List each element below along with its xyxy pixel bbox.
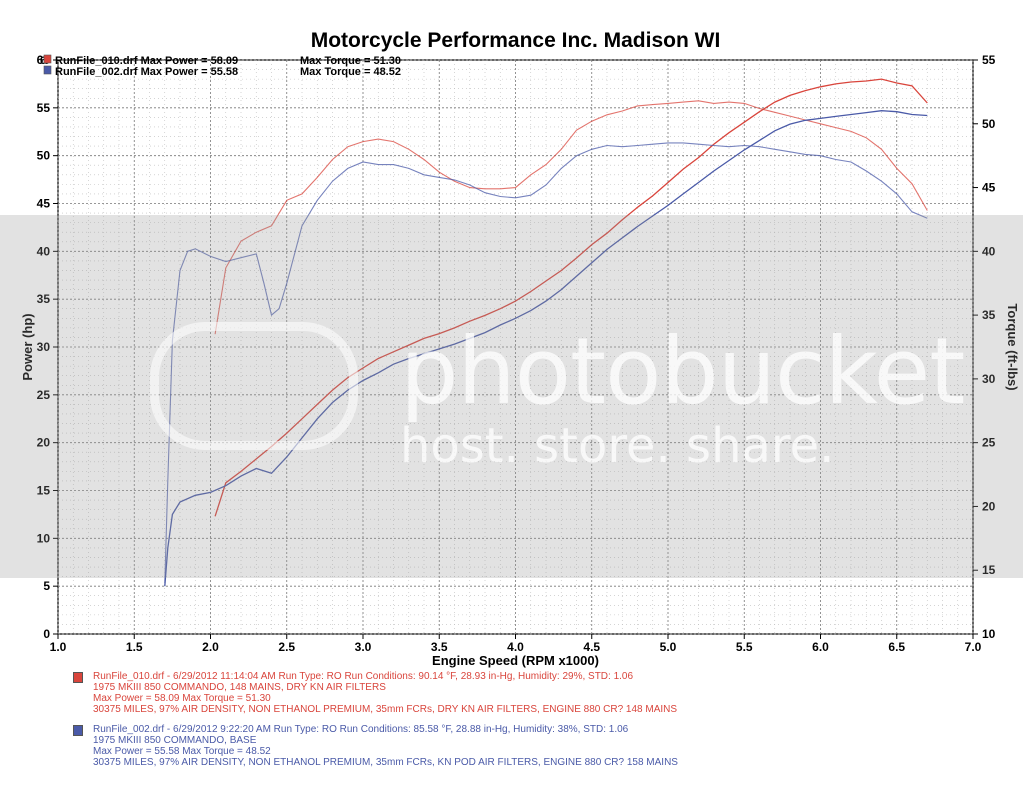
y-left-tick-label: 50 — [37, 149, 51, 163]
run-info-red-line: Max Power = 58.09 Max Torque = 51.30 — [93, 693, 271, 704]
header-legend-torque: Max Torque = 51.30 — [300, 55, 401, 67]
y-left-axis-label: Power (hp) — [20, 313, 35, 380]
run-info-blue-marker — [73, 725, 83, 736]
x-tick-label: 7.0 — [965, 640, 982, 654]
header-legend-marker — [43, 65, 52, 75]
y-left-tick-label: 40 — [37, 244, 51, 258]
x-tick-label: 6.5 — [888, 640, 905, 654]
header-legend-text: RunFile_010.drf Max Power = 58.09 — [55, 55, 238, 67]
y-right-tick-label: 55 — [982, 53, 996, 67]
y-right-tick-label: 35 — [982, 308, 996, 322]
x-tick-label: 2.5 — [278, 640, 295, 654]
x-tick-label: 4.0 — [507, 640, 524, 654]
x-tick-label: 3.5 — [431, 640, 448, 654]
chart-title: Motorcycle Performance Inc. Madison WI — [311, 29, 721, 52]
x-tick-label: 2.0 — [202, 640, 219, 654]
x-tick-label: 6.0 — [812, 640, 829, 654]
y-right-tick-label: 10 — [982, 627, 996, 641]
torque-curve — [164, 142, 928, 584]
header-legend-marker — [43, 54, 52, 64]
run-info-blue-line: Max Power = 55.58 Max Torque = 48.52 — [93, 746, 271, 757]
x-tick-label: 5.5 — [736, 640, 753, 654]
header-prefix: 6 — [40, 55, 46, 67]
y-left-tick-label: 25 — [37, 388, 51, 402]
x-tick-label: 1.0 — [50, 640, 67, 654]
x-tick-label: 5.0 — [660, 640, 677, 654]
y-left-tick-label: 55 — [37, 101, 51, 115]
power-curve — [214, 78, 928, 517]
run-info-red: RunFile_010.drf - 6/29/2012 11:14:04 AM … — [73, 671, 678, 715]
run-info-blue-line: 30375 MILES, 97% AIR DENSITY, NON ETHANO… — [93, 757, 678, 768]
header-legend-text: RunFile_002.drf Max Power = 55.58 — [55, 66, 238, 78]
y-left-tick-label: 0 — [43, 627, 50, 641]
y-right-tick-label: 15 — [982, 563, 996, 577]
run-info-blue-line: RunFile_002.drf - 6/29/2012 9:22:20 AM R… — [93, 724, 629, 735]
x-tick-label: 3.0 — [355, 640, 372, 654]
y-right-tick-label: 25 — [982, 436, 996, 450]
x-tick-label: 4.5 — [583, 640, 600, 654]
run-info-red-line: 1975 MKIII 850 COMMANDO, 148 MAINS, DRY … — [93, 682, 386, 693]
y-left-tick-label: 30 — [37, 340, 51, 354]
x-tick-label: 1.5 — [126, 640, 143, 654]
y-right-axis-label: Torque (ft-lbs) — [1005, 303, 1020, 390]
y-right-tick-label: 30 — [982, 372, 996, 386]
x-axis-label: Engine Speed (RPM x1000) — [432, 653, 599, 668]
y-left-tick-label: 20 — [37, 436, 51, 450]
header-legend-torque: Max Torque = 48.52 — [300, 66, 401, 78]
y-right-tick-label: 45 — [982, 181, 996, 195]
y-right-tick-label: 50 — [982, 117, 996, 131]
y-left-tick-label: 35 — [37, 292, 51, 306]
y-left-tick-label: 45 — [37, 197, 51, 211]
y-left-tick-label: 10 — [37, 531, 51, 545]
run-info-red-line: RunFile_010.drf - 6/29/2012 11:14:04 AM … — [93, 671, 634, 682]
run-info-red-line: 30375 MILES, 97% AIR DENSITY, NON ETHANO… — [93, 704, 678, 715]
y-right-tick-label: 20 — [982, 499, 996, 513]
y-left-tick-label: 5 — [43, 579, 50, 593]
run-info-red-marker — [73, 672, 83, 683]
run-info-blue-line: 1975 MKIII 850 COMMANDO, BASE — [93, 735, 257, 746]
run-info-blue: RunFile_002.drf - 6/29/2012 9:22:20 AM R… — [73, 724, 678, 768]
y-left-tick-label: 15 — [37, 484, 51, 498]
y-right-tick-label: 40 — [982, 244, 996, 258]
power-curve — [164, 110, 928, 587]
